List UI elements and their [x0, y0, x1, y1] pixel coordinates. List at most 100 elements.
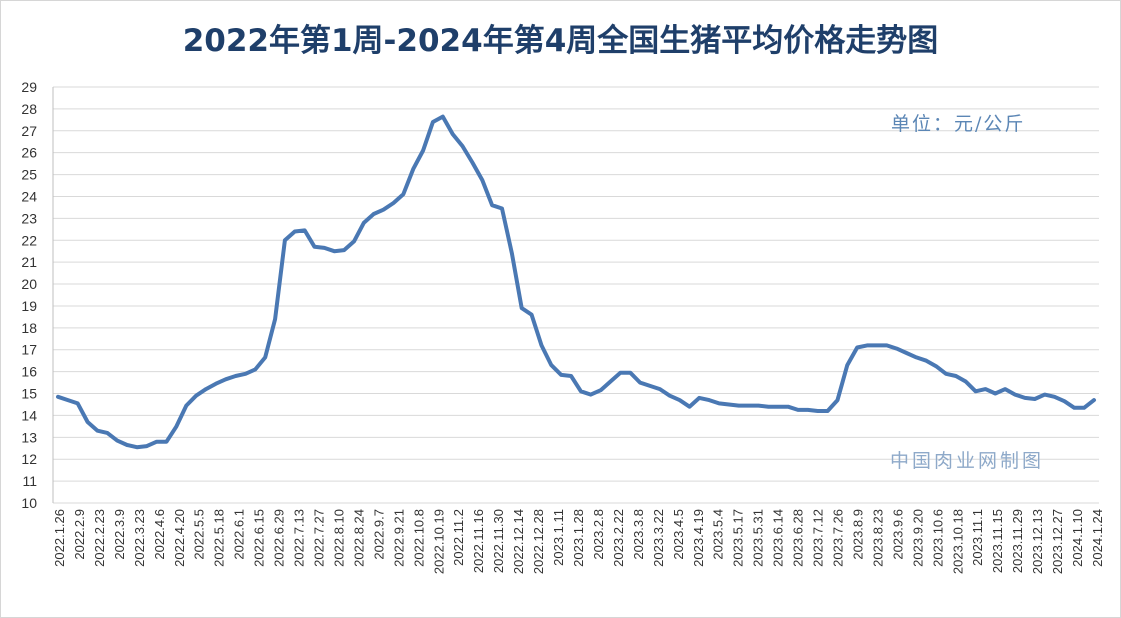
x-axis-ticks: 2022.1.26 2022.2.9 2022.2.23 2022.3.9 2022.3… — [52, 509, 1105, 574]
data-point — [895, 347, 899, 351]
x-tick-label: 2023.5.31 — [751, 509, 766, 567]
x-tick-label: 2023.5.17 — [731, 509, 746, 567]
x-tick-label: 2022.5.5 — [192, 509, 207, 560]
y-tick-label: 13 — [21, 429, 37, 445]
x-tick-label: 2023.6.28 — [791, 509, 806, 567]
data-point — [687, 405, 692, 409]
data-point — [1092, 398, 1096, 402]
x-tick-label: 2023.8.23 — [870, 509, 885, 567]
data-point — [707, 398, 711, 402]
x-tick-label: 2023.10.18 — [950, 509, 965, 574]
data-point — [1003, 387, 1007, 391]
x-tick-label: 2022.5.18 — [212, 509, 227, 567]
x-tick-label: 2023.1.11 — [551, 509, 566, 566]
credit-label: 中国肉业网制图 — [890, 450, 1045, 472]
data-point — [875, 343, 879, 347]
y-tick-label: 12 — [21, 451, 37, 467]
data-point — [303, 228, 307, 232]
unit-note: 单位：元/公斤 — [891, 113, 1026, 135]
data-point — [717, 401, 721, 405]
x-tick-label: 2022.10.19 — [431, 509, 446, 574]
data-point — [214, 382, 218, 386]
data-point — [530, 313, 534, 317]
x-tick-label: 2023.4.19 — [691, 509, 706, 567]
data-point — [806, 408, 810, 412]
data-point — [865, 343, 869, 347]
data-point — [342, 248, 346, 252]
x-tick-label: 2022.2.23 — [92, 509, 107, 567]
data-point — [1052, 395, 1057, 399]
y-tick-label: 23 — [21, 210, 37, 226]
data-point — [421, 148, 425, 153]
data-point — [904, 351, 909, 355]
data-point — [628, 371, 632, 375]
gridlines — [52, 86, 1099, 504]
chart-title: 2022年第1周-2024年第4周全国生猪平均价格走势图 — [182, 23, 939, 59]
x-tick-label: 2023.5.4 — [711, 509, 726, 560]
y-tick-label: 15 — [21, 386, 37, 402]
y-tick-label: 16 — [21, 364, 37, 380]
data-point — [885, 343, 889, 347]
y-axis-ticks: 10 11 12 13 14 15 16 17 18 19 20 21 22 23 24 25 26 27 28 29 — [21, 79, 37, 511]
x-tick-label: 2022.6.1 — [232, 509, 247, 560]
data-point — [500, 206, 504, 211]
x-tick-label: 2023.12.27 — [1050, 509, 1065, 574]
data-point — [480, 178, 484, 182]
y-tick-label: 11 — [22, 473, 37, 489]
data-point — [164, 440, 169, 444]
data-point — [382, 208, 386, 212]
x-tick-label: 2022.7.13 — [292, 509, 307, 567]
data-point — [855, 345, 859, 350]
data-point — [845, 363, 849, 367]
y-tick-label: 25 — [21, 167, 37, 183]
x-tick-label: 2022.9.7 — [371, 509, 386, 560]
y-tick-label: 14 — [21, 407, 37, 423]
data-point — [1033, 397, 1037, 401]
x-tick-label: 2022.6.29 — [272, 509, 287, 567]
x-tick-label: 2022.4.6 — [152, 509, 167, 560]
data-point — [835, 398, 840, 402]
data-point — [95, 429, 100, 433]
data-point — [362, 221, 366, 225]
y-tick-label: 10 — [21, 495, 37, 511]
x-tick-label: 2023.2.8 — [591, 509, 606, 560]
x-tick-label: 2023.6.14 — [771, 509, 786, 567]
data-point — [914, 355, 919, 359]
x-tick-label: 2023.3.8 — [631, 509, 646, 560]
data-point — [293, 229, 297, 234]
y-tick-label: 21 — [21, 254, 37, 270]
data-point — [1082, 406, 1086, 410]
data-point — [372, 212, 376, 216]
x-tick-label: 2023.10.6 — [930, 509, 945, 567]
data-point — [1023, 396, 1027, 400]
x-tick-label: 2022.12.14 — [511, 509, 526, 574]
data-point — [776, 405, 780, 409]
data-point — [352, 239, 356, 243]
data-point — [76, 401, 80, 405]
x-tick-label: 2022.2.9 — [72, 509, 87, 560]
data-point — [1043, 393, 1047, 397]
price-series-line — [56, 114, 1096, 450]
x-tick-label: 2023.11.29 — [1010, 509, 1025, 573]
x-tick-label: 2022.8.10 — [331, 509, 346, 567]
data-point — [460, 144, 465, 148]
data-point — [983, 387, 988, 391]
data-point — [431, 120, 435, 124]
data-point — [618, 371, 623, 375]
y-tick-label: 18 — [21, 320, 37, 336]
data-point — [796, 408, 800, 412]
data-point — [332, 249, 336, 253]
data-point — [204, 387, 208, 391]
y-tick-label: 22 — [21, 232, 37, 248]
data-point — [974, 389, 978, 393]
y-tick-label: 17 — [21, 342, 37, 358]
data-point — [964, 379, 968, 384]
data-point — [727, 402, 731, 407]
x-tick-label: 2022.11.16 — [471, 509, 486, 573]
x-tick-label: 2022.8.24 — [351, 509, 366, 567]
x-tick-label: 2022.11.2 — [451, 509, 466, 566]
data-point — [105, 431, 109, 435]
data-point — [579, 389, 583, 393]
data-point — [826, 409, 830, 413]
